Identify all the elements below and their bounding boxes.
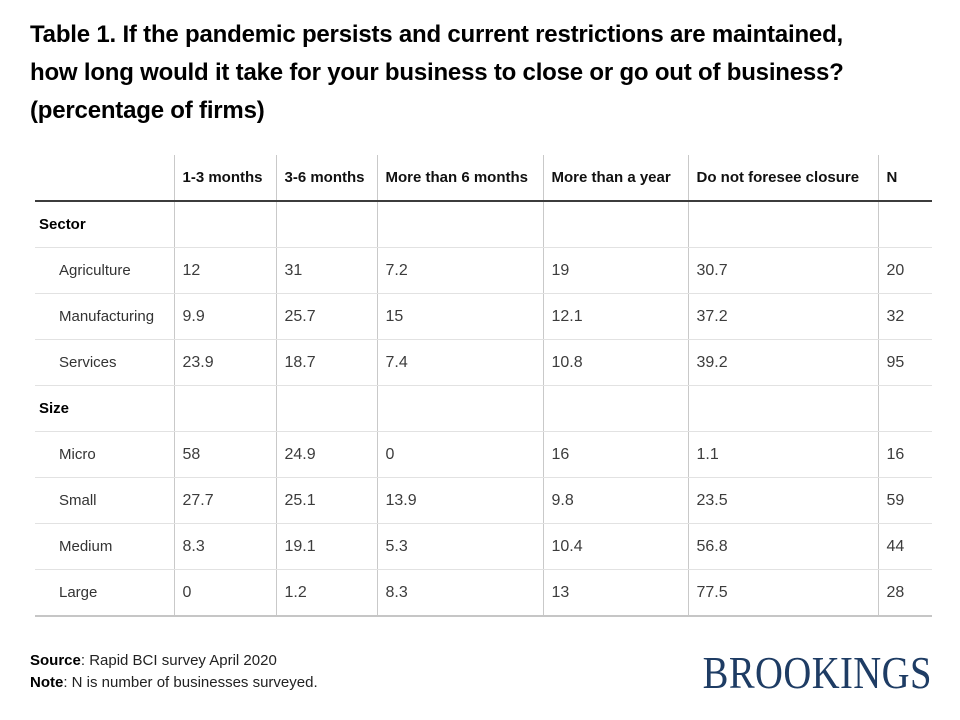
- column-header-n: N: [877, 155, 932, 202]
- figure-title: Table 1. If the pandemic persists and cu…: [30, 16, 844, 130]
- title-line-1: Table 1. If the pandemic persists and cu…: [30, 21, 844, 48]
- table-cell: [275, 201, 377, 248]
- row-label: Agriculture: [35, 247, 174, 294]
- title-line-3: (percentage of firms): [30, 97, 265, 124]
- table-cell: 10.4: [542, 523, 688, 570]
- table-cell: 58: [173, 431, 276, 478]
- table-row-small: Small 27.7 25.1 13.9 9.8 23.5 59: [35, 477, 932, 524]
- column-header-blank: [35, 155, 174, 202]
- row-label: Small: [35, 477, 174, 524]
- table-cell: 7.4: [376, 339, 543, 386]
- table-cell: 8.3: [173, 523, 276, 570]
- table-row-large: Large 0 1.2 8.3 13 77.5 28: [35, 569, 932, 617]
- table-cell: [542, 385, 688, 432]
- column-header-more-than-a-year: More than a year: [542, 155, 688, 202]
- table-row-manufacturing: Manufacturing 9.9 25.7 15 12.1 37.2 32: [35, 293, 932, 340]
- table-cell: 1.2: [275, 569, 377, 617]
- row-label: Services: [35, 339, 174, 386]
- table-row-micro: Micro 58 24.9 0 16 1.1 16: [35, 431, 932, 478]
- table-cell: 25.1: [275, 477, 377, 524]
- column-header-do-not-foresee-closure: Do not foresee closure: [687, 155, 878, 202]
- table-cell: [376, 201, 543, 248]
- table-cell: [877, 201, 932, 248]
- table-cell: 31: [275, 247, 377, 294]
- table-cell: 5.3: [376, 523, 543, 570]
- figure-footnotes: Source: Rapid BCI survey April 2020 Note…: [30, 650, 318, 694]
- column-header-more-than-6-months: More than 6 months: [376, 155, 543, 202]
- table-cell: 24.9: [275, 431, 377, 478]
- table-cell: 30.7: [687, 247, 878, 294]
- table-row-sector: Sector: [35, 201, 932, 248]
- table-cell: 13.9: [376, 477, 543, 524]
- table-cell: 16: [877, 431, 932, 478]
- row-label: Micro: [35, 431, 174, 478]
- table-cell: 23.9: [173, 339, 276, 386]
- table-cell: 56.8: [687, 523, 878, 570]
- table-cell: 18.7: [275, 339, 377, 386]
- brookings-logo: BROOKINGS: [702, 647, 932, 698]
- table-cell: [542, 201, 688, 248]
- table-cell: 7.2: [376, 247, 543, 294]
- table-cell: 32: [877, 293, 932, 340]
- row-label: Manufacturing: [35, 293, 174, 340]
- table-cell: [376, 385, 543, 432]
- table-cell: 0: [173, 569, 276, 617]
- table-cell: 12: [173, 247, 276, 294]
- table-cell: 0: [376, 431, 543, 478]
- column-header-1-3-months: 1-3 months: [173, 155, 276, 202]
- data-table: 1-3 months 3-6 months More than 6 months…: [35, 155, 932, 617]
- table-cell: [687, 201, 878, 248]
- row-label: Medium: [35, 523, 174, 570]
- table-row-size: Size: [35, 385, 932, 432]
- table-cell: 37.2: [687, 293, 878, 340]
- table-cell: [687, 385, 878, 432]
- table-cell: 13: [542, 569, 688, 617]
- note-label: Note: [30, 674, 64, 691]
- table-row-agriculture: Agriculture 12 31 7.2 19 30.7 20: [35, 247, 932, 294]
- table-cell: 9.8: [542, 477, 688, 524]
- table-row-services: Services 23.9 18.7 7.4 10.8 39.2 95: [35, 339, 932, 386]
- table-cell: 28: [877, 569, 932, 617]
- table-cell: 19.1: [275, 523, 377, 570]
- table-cell: 16: [542, 431, 688, 478]
- source-text: : Rapid BCI survey April 2020: [80, 652, 277, 669]
- header-row: 1-3 months 3-6 months More than 6 months…: [35, 155, 932, 202]
- table-cell: [275, 385, 377, 432]
- source-line: Source: Rapid BCI survey April 2020: [30, 650, 318, 672]
- table-cell: 27.7: [173, 477, 276, 524]
- table-cell: 39.2: [687, 339, 878, 386]
- row-label: Size: [35, 385, 174, 432]
- table-cell: 8.3: [376, 569, 543, 617]
- table-cell: 59: [877, 477, 932, 524]
- table-cell: [173, 201, 276, 248]
- note-line: Note: N is number of businesses surveyed…: [30, 672, 318, 694]
- table-cell: 44: [877, 523, 932, 570]
- table-cell: 15: [376, 293, 543, 340]
- table-cell: 19: [542, 247, 688, 294]
- table-cell: 20: [877, 247, 932, 294]
- table-row-medium: Medium 8.3 19.1 5.3 10.4 56.8 44: [35, 523, 932, 570]
- source-label: Source: [30, 652, 81, 669]
- table-cell: 10.8: [542, 339, 688, 386]
- table-cell: 1.1: [687, 431, 878, 478]
- table-cell: [173, 385, 276, 432]
- table-cell: 77.5: [687, 569, 878, 617]
- table-cell: 12.1: [542, 293, 688, 340]
- table-cell: 9.9: [173, 293, 276, 340]
- table-cell: 95: [877, 339, 932, 386]
- row-label: Large: [35, 569, 174, 617]
- table-cell: 25.7: [275, 293, 377, 340]
- column-header-3-6-months: 3-6 months: [275, 155, 377, 202]
- title-line-2: how long would it take for your business…: [30, 59, 844, 86]
- table-cell: 23.5: [687, 477, 878, 524]
- row-label: Sector: [35, 201, 174, 248]
- table-cell: [877, 385, 932, 432]
- note-text: : N is number of businesses surveyed.: [63, 674, 318, 691]
